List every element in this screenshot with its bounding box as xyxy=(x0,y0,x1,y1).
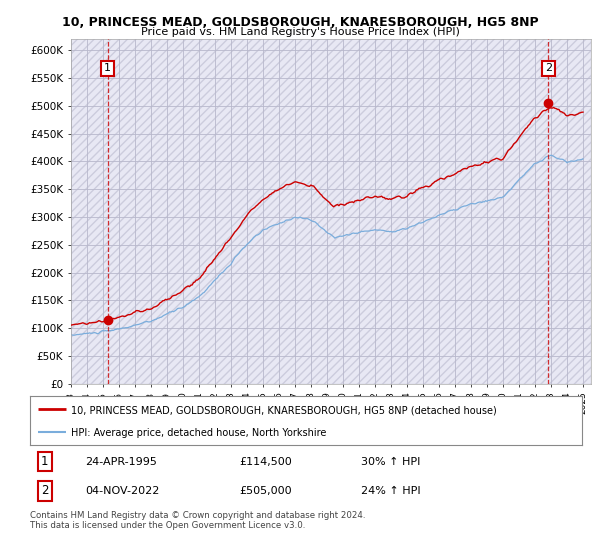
Text: 1: 1 xyxy=(104,63,111,73)
Text: 24% ↑ HPI: 24% ↑ HPI xyxy=(361,486,421,496)
Text: 30% ↑ HPI: 30% ↑ HPI xyxy=(361,456,421,466)
Text: 2: 2 xyxy=(545,63,552,73)
Text: 24-APR-1995: 24-APR-1995 xyxy=(85,456,157,466)
Text: 2: 2 xyxy=(41,484,49,497)
Text: 1: 1 xyxy=(41,455,49,468)
Text: HPI: Average price, detached house, North Yorkshire: HPI: Average price, detached house, Nort… xyxy=(71,428,327,438)
Text: 04-NOV-2022: 04-NOV-2022 xyxy=(85,486,160,496)
Text: Contains HM Land Registry data © Crown copyright and database right 2024.
This d: Contains HM Land Registry data © Crown c… xyxy=(30,511,365,530)
Text: £505,000: £505,000 xyxy=(240,486,292,496)
Text: Price paid vs. HM Land Registry's House Price Index (HPI): Price paid vs. HM Land Registry's House … xyxy=(140,27,460,37)
Text: 10, PRINCESS MEAD, GOLDSBOROUGH, KNARESBOROUGH, HG5 8NP (detached house): 10, PRINCESS MEAD, GOLDSBOROUGH, KNARESB… xyxy=(71,405,497,415)
Text: £114,500: £114,500 xyxy=(240,456,293,466)
Text: 10, PRINCESS MEAD, GOLDSBOROUGH, KNARESBOROUGH, HG5 8NP: 10, PRINCESS MEAD, GOLDSBOROUGH, KNARESB… xyxy=(62,16,538,29)
